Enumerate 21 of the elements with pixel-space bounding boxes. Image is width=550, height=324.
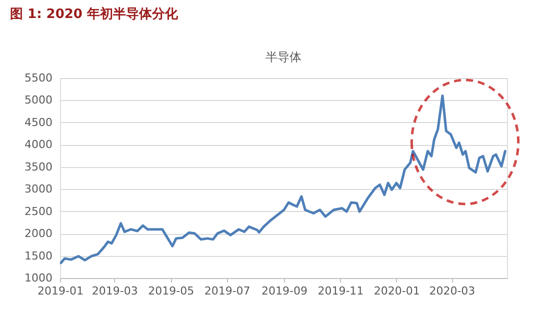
chart-subtitle: 半导体 (266, 50, 302, 64)
y-tick-label: 5000 (24, 94, 52, 107)
y-tick-label: 3000 (24, 182, 52, 196)
y-tick-label: 1000 (24, 272, 52, 284)
x-tick-label: 2019-07 (204, 284, 250, 298)
y-tick-label: 2000 (24, 227, 52, 240)
x-tick-label: 2019-11 (318, 284, 364, 298)
y-tick-label: 1500 (24, 249, 52, 262)
chart-title: 图 1: 2020 年初半导体分化 (10, 6, 180, 22)
x-tick-label: 2019-05 (148, 284, 194, 298)
y-tick-label: 3500 (24, 160, 52, 174)
x-tick-label: 2020-01 (374, 284, 420, 298)
x-tick-label: 2020-03 (429, 284, 476, 298)
y-tick-label: 4500 (24, 116, 52, 129)
y-tick-label: 4000 (24, 138, 52, 152)
y-tick-label: 2500 (24, 204, 52, 218)
x-tick-label: 2019-03 (92, 284, 138, 298)
y-tick-label: 5500 (24, 72, 52, 84)
line-series (60, 94, 506, 264)
x-tick-label: 2019-09 (261, 284, 308, 298)
x-tick-label: 2019-01 (38, 284, 84, 298)
